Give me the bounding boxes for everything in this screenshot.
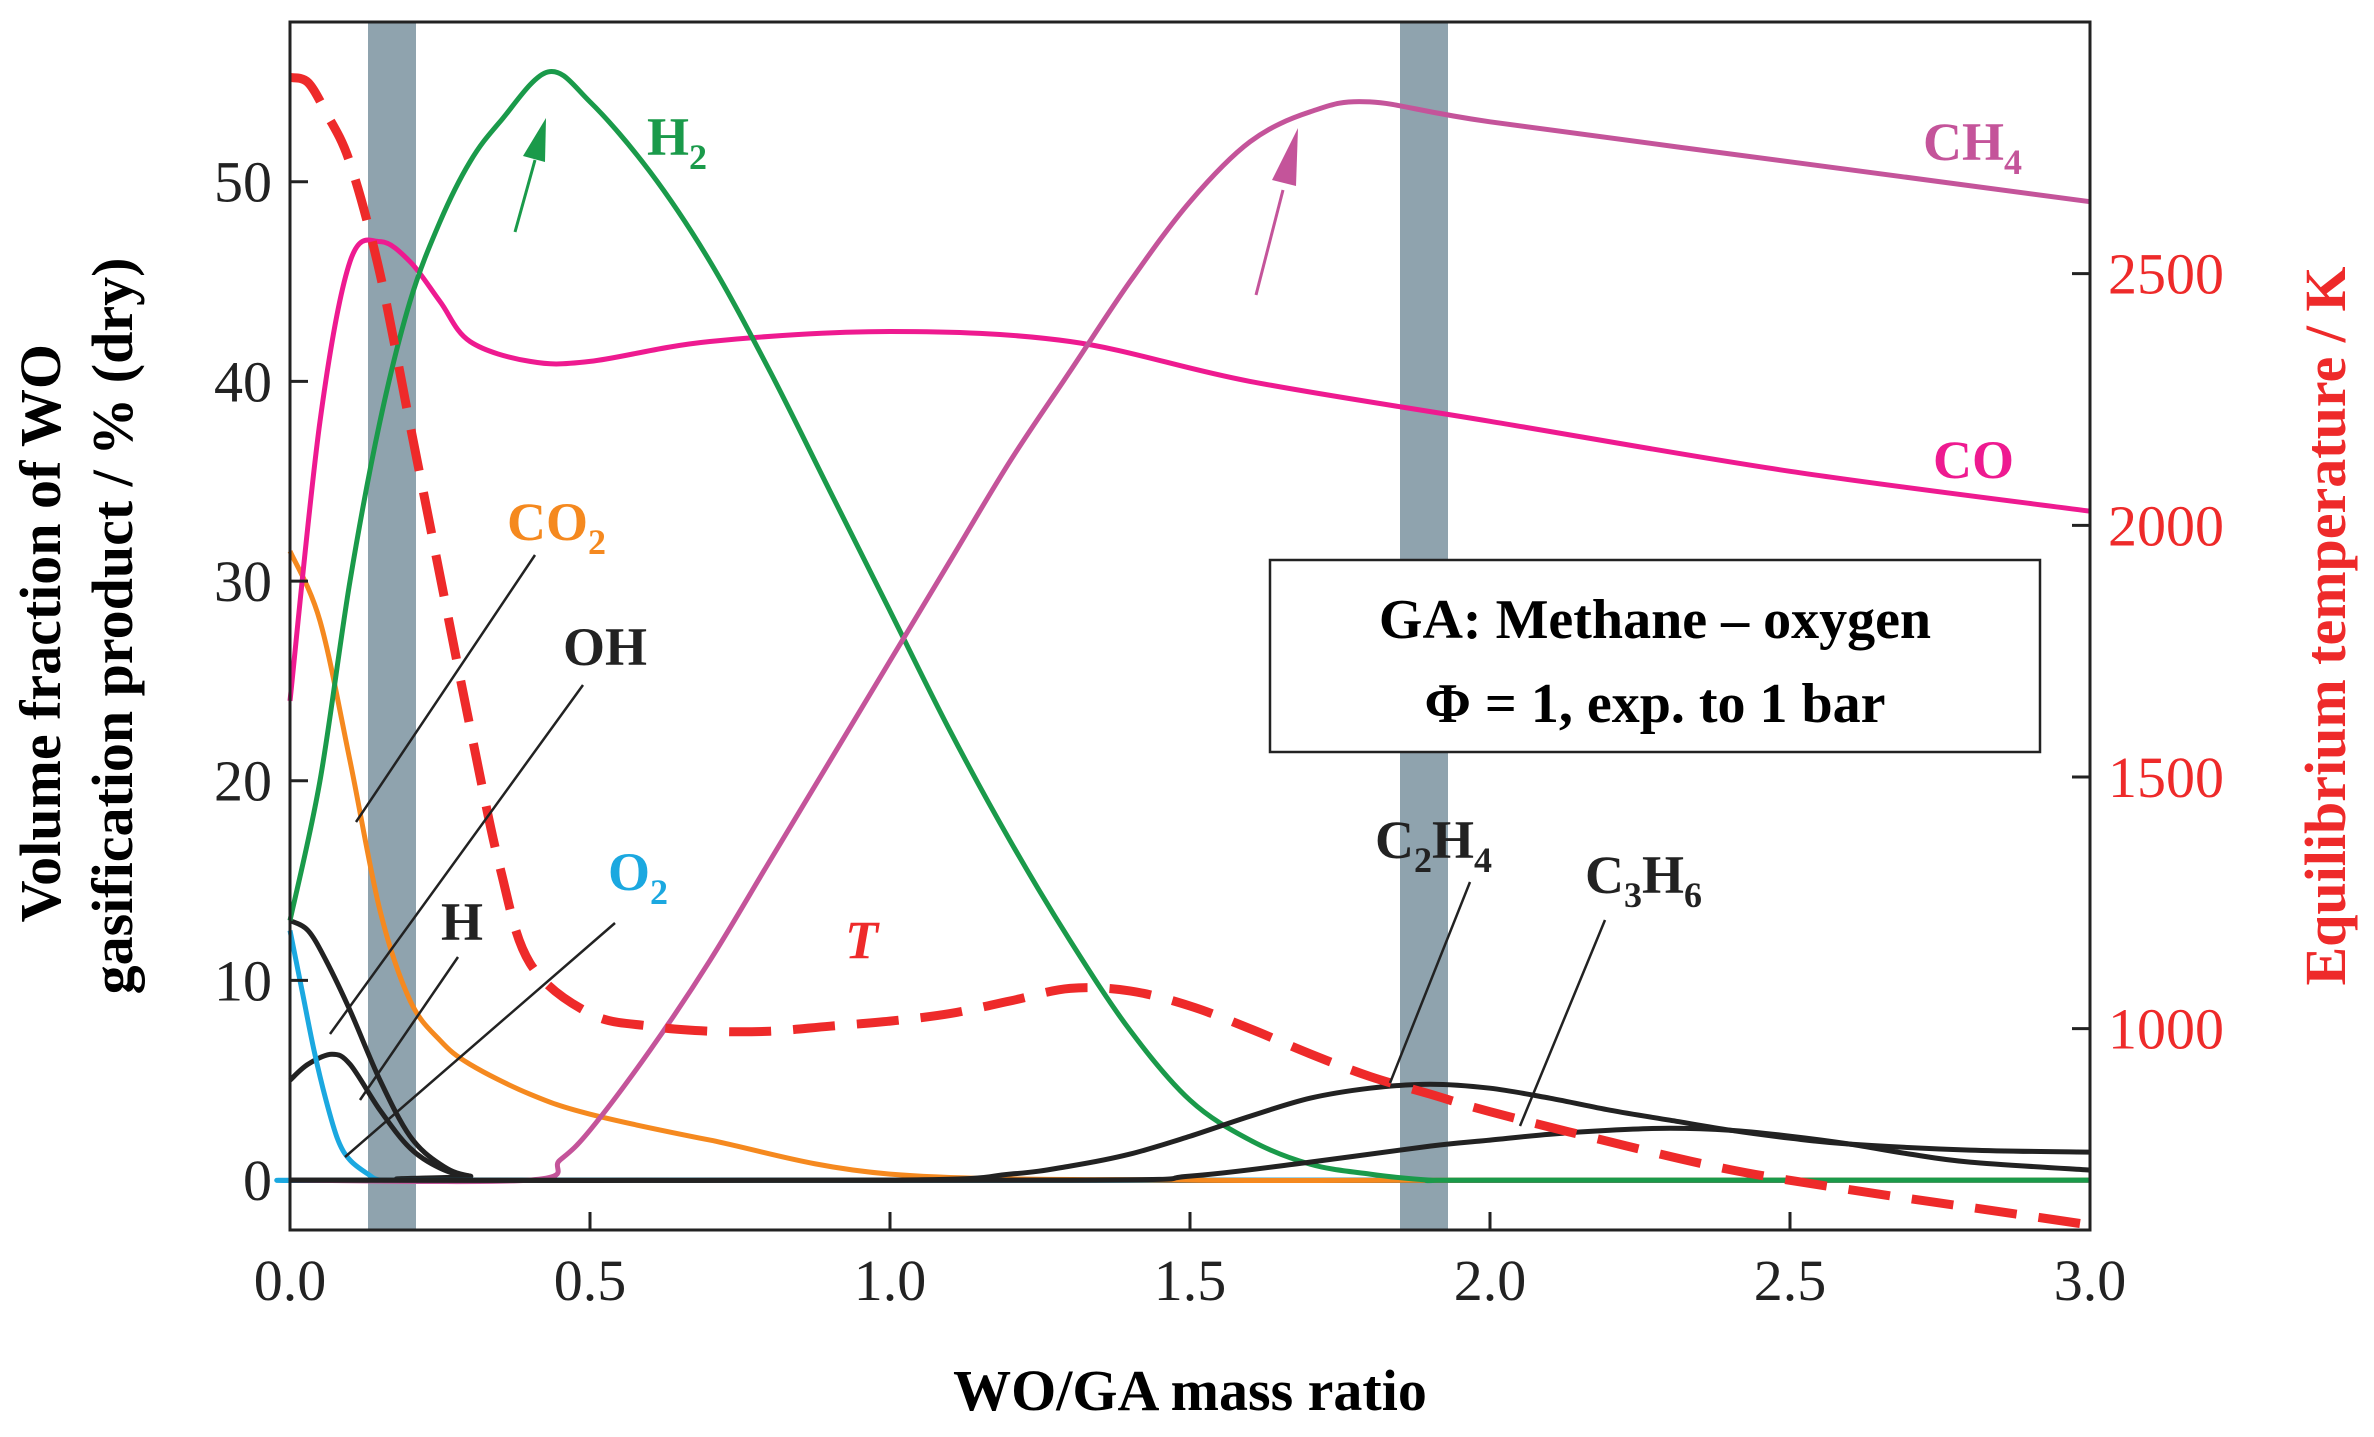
x-tick-label: 2.0 — [1454, 1248, 1527, 1313]
y-tick-label: 20 — [214, 749, 272, 814]
series-line-ch4 — [289, 99, 2091, 1185]
series-line-t — [288, 72, 2091, 1230]
series-line-co — [287, 237, 2091, 702]
label-h: H — [441, 892, 483, 952]
y-axis-title-line1: Volume fraction of WO — [8, 344, 73, 922]
label-h2: H2 — [647, 107, 707, 177]
annotation-line1: GA: Methane – oxygen — [1379, 589, 1931, 651]
annotation-box — [1268, 558, 2042, 754]
leader-lines — [328, 554, 1607, 1158]
x-tick-label: 1.5 — [1154, 1248, 1227, 1313]
label-c3h6: C3H6 — [1585, 845, 1702, 915]
x-tick-label: 1.0 — [854, 1248, 927, 1313]
label-t: T — [845, 910, 880, 970]
h-leader — [358, 956, 460, 1101]
y-axis-title-left: Volume fraction of WO gasification produ… — [8, 258, 145, 995]
y-axis-title-line2: gasification product / % (dry) — [80, 258, 145, 995]
c2h4-leader — [1388, 881, 1472, 1084]
annotation-line2: Φ = 1, exp. to 1 bar — [1425, 673, 1886, 735]
axis-ticks: 0.0 0.5 1.0 1.5 2.0 2.5 3.0 0 10 20 30 40 50 1000 1500… — [214, 150, 2224, 1313]
series-lines — [274, 69, 2091, 1230]
x-tick-label: 0.0 — [254, 1248, 327, 1313]
x-tick-label: 3.0 — [2054, 1248, 2127, 1313]
co2-leader — [354, 554, 537, 823]
y-right-tick-label: 2000 — [2108, 493, 2224, 558]
label-ch4: CH4 — [1923, 112, 2022, 182]
y-tick-label: 0 — [243, 1148, 272, 1213]
h2-arrow — [513, 118, 546, 233]
label-co: CO — [1933, 430, 2014, 490]
x-axis-title: WO/GA mass ratio — [953, 1358, 1427, 1423]
y-tick-label: 50 — [214, 150, 272, 215]
ch4-arrow — [1254, 128, 1298, 296]
y-right-tick-label: 2500 — [2108, 242, 2224, 307]
label-co2: CO2 — [507, 492, 606, 562]
y-tick-label: 40 — [214, 349, 272, 414]
label-c2h4: C2H4 — [1375, 810, 1492, 880]
y-tick-label: 30 — [214, 549, 272, 614]
label-o2: O2 — [608, 842, 668, 912]
y-axis-title-right: Equilibrium temperature / K — [2293, 266, 2358, 985]
x-tick-label: 0.5 — [554, 1248, 627, 1313]
y-tick-label: 10 — [214, 948, 272, 1013]
label-oh: OH — [563, 617, 647, 677]
series-line-h2 — [287, 69, 2090, 1184]
shaded-band-1 — [368, 22, 416, 1230]
series-line-c3h6 — [289, 1125, 2091, 1183]
x-tick-label: 2.5 — [1754, 1248, 1827, 1313]
y-right-tick-label: 1000 — [2108, 997, 2224, 1062]
oh-leader — [328, 684, 585, 1035]
y-right-tick-label: 1500 — [2108, 745, 2224, 810]
o2-leader — [344, 922, 616, 1158]
c3h6-leader — [1518, 919, 1607, 1127]
